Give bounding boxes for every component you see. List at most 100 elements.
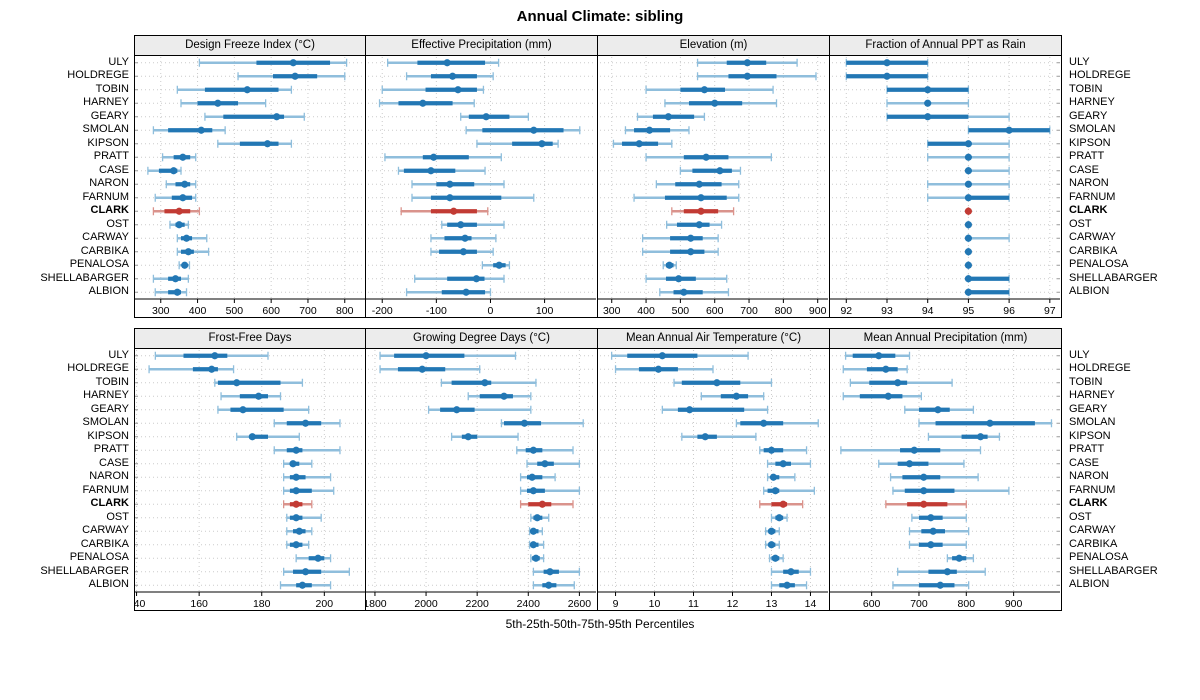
median-dot bbox=[964, 180, 973, 188]
percentile-row-shellabarger bbox=[964, 274, 1010, 283]
percentile-row-harney bbox=[378, 99, 475, 108]
percentile-row-geary bbox=[886, 112, 1010, 121]
median-dot bbox=[955, 554, 963, 562]
median-dot bbox=[716, 167, 724, 175]
x-axis-tick-label: 800 bbox=[958, 598, 976, 610]
median-dot bbox=[464, 433, 472, 441]
percentile-row-pratt bbox=[273, 446, 341, 455]
percentile-row-geary bbox=[904, 405, 975, 414]
station-label-naron: NARON bbox=[1069, 470, 1109, 483]
percentile-row-albion bbox=[532, 581, 575, 590]
percentile-row-penalosa bbox=[530, 554, 545, 563]
median-dot bbox=[197, 126, 205, 134]
median-dot bbox=[771, 487, 779, 495]
median-dot bbox=[767, 527, 776, 535]
x-axis-tick-label: 97 bbox=[1044, 305, 1056, 317]
percentile-row-farnum bbox=[519, 486, 581, 495]
median-dot bbox=[943, 568, 951, 576]
x-axis-tick-label: 11 bbox=[688, 598, 699, 610]
station-label-kipson: KIPSON bbox=[87, 136, 129, 149]
median-dot bbox=[924, 86, 932, 94]
median-dot bbox=[461, 234, 469, 242]
median-dot bbox=[495, 261, 503, 269]
percentile-row-penalosa bbox=[295, 554, 332, 563]
station-label-smolan: SMOLAN bbox=[1069, 123, 1116, 136]
median-dot bbox=[927, 541, 935, 549]
station-label-smolan: SMOLAN bbox=[82, 123, 129, 136]
median-dot bbox=[964, 221, 973, 229]
median-dot bbox=[920, 500, 928, 508]
median-dot bbox=[446, 194, 454, 202]
station-label-holdrege: HOLDREGE bbox=[1069, 69, 1131, 82]
percentile-row-carbika bbox=[528, 540, 545, 549]
percentile-row-clark bbox=[152, 207, 201, 216]
median-dot bbox=[181, 261, 189, 269]
percentile-row-naron bbox=[766, 473, 796, 482]
percentile-row-kipson bbox=[450, 432, 519, 441]
plot-mean-air-temperature: 9 10 11 12 13 14 bbox=[598, 350, 828, 610]
x-axis-tick-label: 96 bbox=[1003, 305, 1015, 317]
median-dot bbox=[927, 514, 935, 522]
percentile-row-penalosa bbox=[946, 554, 975, 563]
median-dot bbox=[211, 352, 219, 360]
percentile-row-penalosa bbox=[768, 554, 784, 563]
x-axis-tick-label: 10 bbox=[649, 598, 661, 610]
percentile-row-geary bbox=[204, 112, 305, 121]
x-axis-tick-label: 93 bbox=[881, 305, 893, 317]
station-label-kipson: KIPSON bbox=[1069, 136, 1111, 149]
x-axis-tick-label: 800 bbox=[336, 305, 354, 317]
percentile-row-farnum bbox=[154, 193, 197, 202]
percentile-row-shellabarger bbox=[897, 567, 986, 576]
median-dot bbox=[422, 352, 430, 360]
percentile-row-penalosa bbox=[178, 261, 191, 270]
percentile-row-smolan bbox=[152, 126, 226, 135]
percentile-row-tobin bbox=[886, 85, 970, 94]
median-dot bbox=[430, 153, 438, 161]
median-dot bbox=[680, 288, 688, 296]
x-axis-tick-label: 600 bbox=[706, 305, 724, 317]
percentile-row-harney bbox=[842, 392, 922, 401]
station-label-naron: NARON bbox=[1069, 177, 1109, 190]
percentile-row-holdrege bbox=[405, 72, 494, 81]
station-label-shellabarger: SHELLABARGER bbox=[1069, 271, 1158, 284]
percentile-row-ost bbox=[169, 220, 190, 229]
x-axis-tick-label: 140 bbox=[135, 598, 145, 610]
panel-growing-degree-days: Growing Degree Days (°C) 1800 2000 2200 240… bbox=[366, 328, 598, 611]
percentile-row-carway bbox=[908, 527, 970, 536]
x-axis-tick-label: 900 bbox=[809, 305, 827, 317]
percentile-row-ost bbox=[530, 513, 550, 522]
median-dot bbox=[713, 379, 721, 387]
percentile-row-farnum bbox=[763, 486, 816, 495]
median-dot bbox=[964, 234, 973, 242]
median-dot bbox=[697, 207, 705, 215]
station-label-uly: ULY bbox=[1069, 55, 1090, 68]
median-dot bbox=[538, 500, 546, 508]
median-dot bbox=[255, 392, 263, 400]
station-label-penalosa: PENALOSA bbox=[1069, 551, 1129, 564]
percentile-row-pratt bbox=[840, 446, 982, 455]
station-label-uly: ULY bbox=[108, 55, 129, 68]
percentile-row-shellabarger bbox=[770, 567, 812, 576]
percentile-row-carway bbox=[641, 234, 719, 243]
percentile-row-shellabarger bbox=[152, 274, 190, 283]
plot-growing-degree-days: 1800 2000 2200 2400 2600 bbox=[366, 350, 596, 610]
percentile-row-pratt bbox=[384, 153, 502, 162]
median-dot bbox=[446, 180, 454, 188]
station-label-case: CASE bbox=[99, 456, 129, 469]
median-dot bbox=[171, 275, 180, 283]
median-dot bbox=[934, 406, 942, 414]
median-dot bbox=[263, 140, 272, 148]
panel-header-mean-precipitation: Mean Annual Precipitation (mm) bbox=[830, 329, 1061, 349]
panel-header-effective-precipitation: Effective Precipitation (mm) bbox=[366, 36, 597, 56]
median-dot bbox=[529, 527, 537, 535]
panel-row-top: ULY HOLDREGE TOBIN HARNEY GEARY SMOLAN KIPSON P… bbox=[0, 35, 1200, 318]
percentile-row-farnum bbox=[927, 193, 1010, 202]
x-axis-tick-label: 700 bbox=[299, 305, 317, 317]
x-axis-tick-label: 92 bbox=[840, 305, 852, 317]
median-dot bbox=[675, 275, 683, 283]
x-axis-tick-label: 700 bbox=[910, 598, 928, 610]
panel-mean-air-temperature: Mean Annual Air Temperature (°C) 9 10 11 12… bbox=[598, 328, 830, 611]
station-label-tobin: TOBIN bbox=[95, 375, 129, 388]
median-dot bbox=[545, 581, 553, 589]
station-label-farnum: FARNUM bbox=[82, 190, 129, 203]
